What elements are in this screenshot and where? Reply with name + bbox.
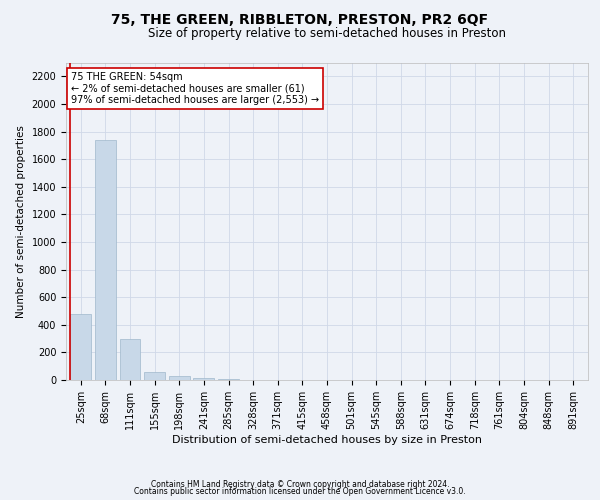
Text: Contains HM Land Registry data © Crown copyright and database right 2024.: Contains HM Land Registry data © Crown c… [151,480,449,489]
Bar [169,376,190,380]
Title: Size of property relative to semi-detached houses in Preston: Size of property relative to semi-detach… [148,28,506,40]
Bar [193,378,214,380]
X-axis label: Distribution of semi-detached houses by size in Preston: Distribution of semi-detached houses by … [172,434,482,444]
Text: Contains public sector information licensed under the Open Government Licence v3: Contains public sector information licen… [134,487,466,496]
Bar [70,314,91,380]
Text: 75 THE GREEN: 54sqm
← 2% of semi-detached houses are smaller (61)
97% of semi-de: 75 THE GREEN: 54sqm ← 2% of semi-detache… [71,72,319,105]
Text: 75, THE GREEN, RIBBLETON, PRESTON, PR2 6QF: 75, THE GREEN, RIBBLETON, PRESTON, PR2 6… [112,12,488,26]
Bar [144,372,165,380]
Y-axis label: Number of semi-detached properties: Number of semi-detached properties [16,125,26,318]
Bar [119,338,140,380]
Bar [95,140,116,380]
